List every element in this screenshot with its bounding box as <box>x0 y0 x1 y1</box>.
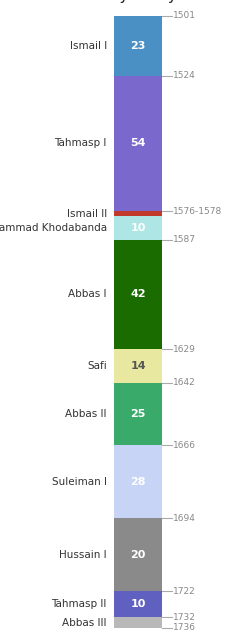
Text: 10: 10 <box>130 223 146 233</box>
Bar <box>114 75 162 211</box>
Bar <box>114 349 162 383</box>
Text: Safi: Safi <box>87 361 107 371</box>
Bar <box>114 383 162 446</box>
Text: Ismail II: Ismail II <box>66 209 107 218</box>
Bar <box>114 16 162 75</box>
Text: Ismail I: Ismail I <box>70 41 107 51</box>
Text: 1666: 1666 <box>173 441 196 450</box>
Text: 10: 10 <box>130 599 146 610</box>
Text: 1736: 1736 <box>173 624 196 632</box>
Text: Safavid Dynastry Timelime: Safavid Dynastry Timelime <box>46 0 240 3</box>
Bar <box>114 211 162 216</box>
Text: 1576-1578: 1576-1578 <box>173 206 222 215</box>
Text: 28: 28 <box>130 477 146 487</box>
Bar <box>114 216 162 240</box>
Bar <box>114 591 162 617</box>
Text: Tahmasp I: Tahmasp I <box>54 138 107 148</box>
Text: 1642: 1642 <box>173 379 196 387</box>
Bar <box>114 617 162 628</box>
Text: 42: 42 <box>130 289 146 299</box>
Text: 23: 23 <box>130 41 146 51</box>
Text: 1501: 1501 <box>173 11 196 20</box>
Text: Abbas II: Abbas II <box>65 409 107 419</box>
Bar <box>114 240 162 349</box>
Text: 1694: 1694 <box>173 514 196 523</box>
Text: 14: 14 <box>130 361 146 371</box>
Bar <box>114 518 162 591</box>
Text: Tahmasp II: Tahmasp II <box>51 599 107 610</box>
Text: 1732: 1732 <box>173 613 196 622</box>
Bar <box>114 446 162 518</box>
Text: 1524: 1524 <box>173 71 196 80</box>
Text: Hussain I: Hussain I <box>59 550 107 560</box>
Text: 20: 20 <box>130 550 146 560</box>
Text: Abbas I: Abbas I <box>68 289 107 299</box>
Text: Mohammad Khodabanda: Mohammad Khodabanda <box>0 223 107 233</box>
Text: 1629: 1629 <box>173 344 196 354</box>
Text: Abbas III: Abbas III <box>62 618 107 627</box>
Text: 1587: 1587 <box>173 235 196 244</box>
Text: 54: 54 <box>130 138 146 148</box>
Text: 25: 25 <box>130 409 146 419</box>
Text: Suleiman I: Suleiman I <box>52 477 107 487</box>
Text: 1722: 1722 <box>173 587 196 596</box>
